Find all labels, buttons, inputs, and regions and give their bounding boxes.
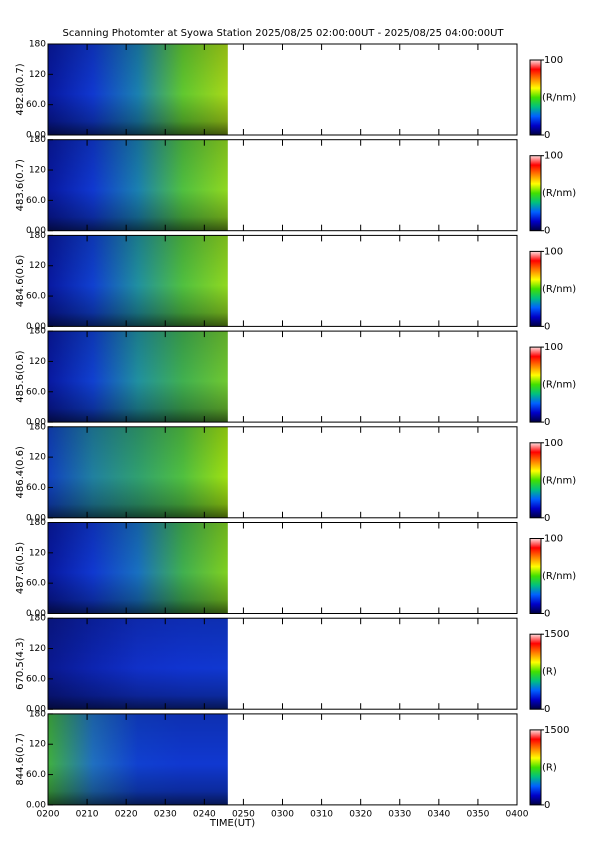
y-tick-label: 180 xyxy=(29,40,46,50)
colorbar xyxy=(529,346,542,423)
y-tick-label: 120 xyxy=(29,70,46,80)
y-axis-label: 670.5(4.3) xyxy=(15,637,26,689)
colorbar-label: (R/nm) xyxy=(542,93,576,104)
x-tick-label: 0230 xyxy=(154,809,177,819)
y-tick-label: 60.0 xyxy=(26,196,46,206)
y-tick-label: 60.0 xyxy=(26,674,46,684)
colorbar-label: (R/nm) xyxy=(542,380,576,391)
y-tick-label: 180 xyxy=(29,135,46,145)
colorbar-tick-label: 0 xyxy=(544,704,550,715)
y-axis-label: 844.6(0.7) xyxy=(15,733,26,785)
heatmap-shade xyxy=(48,139,228,231)
y-tick-label: 120 xyxy=(29,644,46,654)
colorbar xyxy=(529,442,542,519)
colorbar-tick-label: 0 xyxy=(544,226,550,237)
x-tick-label: 0320 xyxy=(349,809,372,819)
y-tick-label: 180 xyxy=(29,231,46,241)
y-axis-label: 482.8(0.7) xyxy=(15,63,26,115)
y-tick-label: 60.0 xyxy=(26,483,46,493)
colorbar-label: (R/nm) xyxy=(542,475,576,486)
x-tick-label: 0400 xyxy=(506,809,529,819)
y-tick-label: 120 xyxy=(29,261,46,271)
colorbar-tick-label: 0 xyxy=(544,417,550,428)
y-tick-label: 0.00 xyxy=(26,513,46,523)
colorbar-tick-label: 0 xyxy=(544,800,550,811)
heatmap-shade xyxy=(48,713,228,805)
x-tick-label: 0330 xyxy=(388,809,411,819)
y-axis-label: 485.6(0.6) xyxy=(15,350,26,402)
y-tick-label: 180 xyxy=(29,422,46,432)
colorbar-label: (R) xyxy=(542,667,557,678)
colorbar-label: (R/nm) xyxy=(542,188,576,199)
colorbar xyxy=(529,250,542,327)
colorbar-tick-label: 100 xyxy=(544,246,563,257)
colorbar-tick-label: 0 xyxy=(544,321,550,332)
y-tick-label: 120 xyxy=(29,453,46,463)
colorbar-tick-label: 100 xyxy=(544,534,563,545)
y-tick-label: 120 xyxy=(29,740,46,750)
colorbar xyxy=(529,538,542,614)
y-tick-label: 60.0 xyxy=(26,579,46,589)
x-tick-label: 0340 xyxy=(427,809,450,819)
x-axis-label: TIME(UT) xyxy=(209,818,255,829)
x-tick-label: 0350 xyxy=(466,809,489,819)
y-axis-label: 486.4(0.6) xyxy=(15,446,26,498)
y-axis-label: 484.6(0.6) xyxy=(15,255,26,307)
y-tick-label: 0.00 xyxy=(26,609,46,619)
x-tick-label: 0300 xyxy=(271,809,294,819)
colorbar xyxy=(529,59,542,136)
colorbar-tick-label: 0 xyxy=(544,513,550,524)
x-tick-label: 0310 xyxy=(310,809,333,819)
y-tick-label: 60.0 xyxy=(26,387,46,397)
heatmap-shade xyxy=(48,331,228,423)
heatmap-shade xyxy=(48,426,228,518)
colorbar-tick-label: 1500 xyxy=(544,629,569,640)
colorbar-label: (R/nm) xyxy=(542,284,576,295)
colorbar xyxy=(529,155,542,232)
colorbar-tick-label: 0 xyxy=(544,130,550,141)
y-tick-label: 60.0 xyxy=(26,770,46,780)
y-tick-label: 180 xyxy=(29,614,46,624)
colorbar-tick-label: 100 xyxy=(544,342,563,353)
heatmap-shade xyxy=(48,44,228,135)
y-axis-label: 487.6(0.5) xyxy=(15,542,26,594)
chart-title: Scanning Photomter at Syowa Station 2025… xyxy=(62,28,504,39)
colorbar-label: (R) xyxy=(542,762,557,773)
x-tick-label: 0210 xyxy=(76,809,99,819)
colorbar-tick-label: 100 xyxy=(544,151,563,162)
heatmap-shade xyxy=(48,618,228,710)
heatmap-shade xyxy=(48,235,228,327)
y-tick-label: 0.00 xyxy=(26,226,46,236)
y-tick-label: 180 xyxy=(29,518,46,528)
colorbar-tick-label: 1500 xyxy=(544,725,569,736)
y-tick-label: 0.00 xyxy=(26,131,46,141)
y-tick-label: 120 xyxy=(29,166,46,176)
y-tick-label: 60.0 xyxy=(26,292,46,302)
y-tick-label: 0.00 xyxy=(26,322,46,332)
colorbar-tick-label: 0 xyxy=(544,609,550,620)
y-tick-label: 60.0 xyxy=(26,100,46,110)
x-tick-label: 0250 xyxy=(232,809,255,819)
heatmap-shade xyxy=(48,522,228,614)
y-tick-label: 0.00 xyxy=(26,800,46,810)
x-tick-label: 0240 xyxy=(193,809,216,819)
y-tick-label: 0.00 xyxy=(26,705,46,715)
y-tick-label: 180 xyxy=(29,327,46,337)
colorbar-label: (R/nm) xyxy=(542,571,576,582)
x-tick-label: 0200 xyxy=(37,809,60,819)
colorbar-tick-label: 100 xyxy=(544,55,563,66)
colorbar xyxy=(529,729,542,806)
y-tick-label: 180 xyxy=(29,709,46,719)
y-axis-label: 483.6(0.7) xyxy=(15,159,26,211)
colorbar xyxy=(529,633,542,710)
y-tick-label: 120 xyxy=(29,357,46,367)
colorbar-tick-label: 100 xyxy=(544,438,563,449)
y-tick-label: 0.00 xyxy=(26,418,46,428)
y-tick-label: 120 xyxy=(29,548,46,558)
x-tick-label: 0220 xyxy=(115,809,138,819)
